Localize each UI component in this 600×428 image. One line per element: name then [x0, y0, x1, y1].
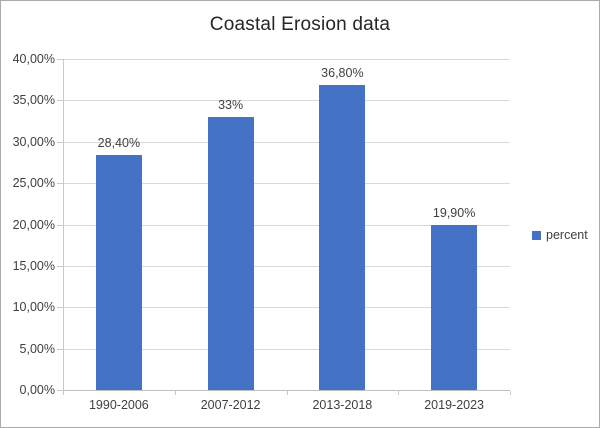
gridline: [63, 348, 510, 350]
y-tick-mark: [57, 141, 63, 143]
y-tick-label: 30,00%: [12, 134, 55, 149]
gridline: [63, 183, 510, 185]
y-tick-label: 0,00%: [19, 383, 55, 397]
gridline: [63, 141, 510, 143]
gridline: [63, 100, 510, 102]
x-tick-label: 2019-2023: [424, 398, 485, 412]
y-tick-mark: [57, 307, 63, 309]
y-tick-mark: [57, 59, 63, 60]
legend-label: percent: [546, 228, 588, 242]
y-axis-line: [63, 59, 64, 390]
y-tick-label: 15,00%: [12, 258, 55, 273]
bar-data-label: 36,80%: [321, 66, 364, 81]
gridline: [63, 307, 510, 309]
y-tick-mark: [57, 265, 63, 267]
x-tick-label: 2007-2012: [200, 398, 261, 412]
y-tick-label: 40,00%: [12, 52, 55, 66]
y-tick-mark: [57, 224, 63, 226]
legend-swatch-icon: [532, 230, 541, 240]
x-tick-label: 1990-2006: [88, 398, 149, 412]
y-tick-label: 10,00%: [12, 300, 55, 315]
x-tick-mark: [398, 391, 400, 395]
bar-data-label: 19,90%: [432, 206, 476, 221]
y-tick-label: 5,00%: [19, 341, 55, 356]
bar: [95, 154, 142, 390]
bar: [319, 85, 366, 390]
bar: [207, 116, 254, 390]
y-tick-label: 35,00%: [12, 93, 55, 108]
bar-data-label: 33%: [218, 97, 244, 112]
y-tick-mark: [57, 390, 63, 391]
y-tick-mark: [57, 183, 63, 185]
x-tick-mark: [286, 391, 288, 395]
y-tick-mark: [57, 348, 63, 350]
y-tick-label: 20,00%: [12, 217, 55, 232]
chart-title: Coastal Erosion data: [209, 14, 391, 35]
legend: percent: [532, 228, 588, 242]
y-tick-label: 25,00%: [12, 176, 55, 191]
bar-data-label: 28,40%: [97, 135, 141, 150]
bar: [431, 225, 478, 390]
x-tick-mark: [510, 391, 511, 395]
x-tick-mark: [63, 391, 64, 395]
x-axis-line: [63, 390, 510, 391]
gridline: [63, 265, 510, 267]
y-tick-mark: [57, 100, 63, 102]
x-tick-mark: [174, 391, 176, 395]
gridline: [63, 224, 510, 226]
x-tick-label: 2013-2018: [312, 398, 373, 412]
gridline: [63, 59, 510, 60]
